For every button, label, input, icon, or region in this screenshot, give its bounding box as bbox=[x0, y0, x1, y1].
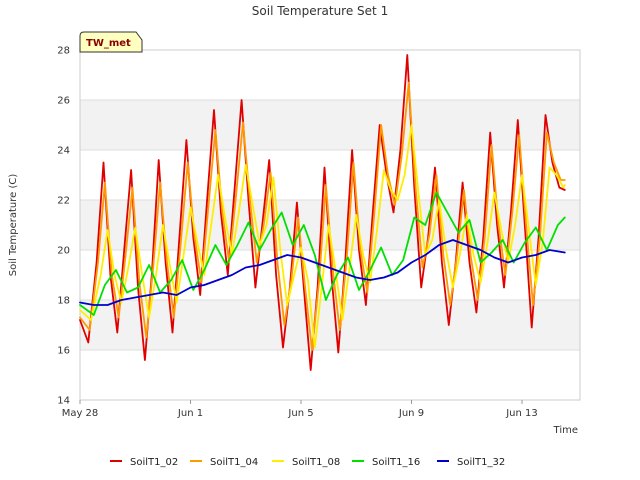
legend: SoilT1_02 SoilT1_04 SoilT1_08 SoilT1_16 Soil… bbox=[110, 457, 505, 468]
series-line-soilt1-32 bbox=[79, 239, 566, 306]
y-tick-label: 24 bbox=[57, 146, 70, 157]
station-badge-box bbox=[79, 31, 143, 53]
legend-label: SoilT1_16 bbox=[372, 457, 420, 468]
legend-label: SoilT1_32 bbox=[457, 457, 505, 468]
series-line-soilt1-16 bbox=[79, 191, 566, 316]
y-tick-label: 28 bbox=[57, 46, 70, 57]
station-badge: TW_met bbox=[79, 31, 143, 53]
x-tick-label: Jun 13 bbox=[505, 408, 538, 419]
y-tick-label: 18 bbox=[57, 296, 70, 307]
x-tick-label: Jun 9 bbox=[398, 408, 424, 419]
y-tick-label: 26 bbox=[57, 96, 70, 107]
x-tick-label: Jun 5 bbox=[287, 408, 313, 419]
y-tick-label: 20 bbox=[57, 246, 70, 257]
series-line-soilt1-08 bbox=[79, 124, 566, 349]
x-tick-label: May 28 bbox=[62, 408, 99, 419]
station-badge-label: TW_met bbox=[86, 38, 131, 49]
x-tick-label: Jun 1 bbox=[177, 408, 203, 419]
plot-frame bbox=[79, 49, 581, 401]
legend-label: SoilT1_04 bbox=[210, 457, 258, 468]
legend-label: SoilT1_02 bbox=[130, 457, 178, 468]
plot-band bbox=[80, 100, 580, 150]
y-axis: 14 16 18 20 22 24 26 28 bbox=[57, 46, 70, 407]
plot-band bbox=[80, 300, 580, 350]
chart-title: Soil Temperature Set 1 bbox=[252, 4, 388, 18]
y-tick-label: 22 bbox=[57, 196, 70, 207]
legend-label: SoilT1_08 bbox=[292, 457, 340, 468]
y-axis-title: Soil Temperature (C) bbox=[8, 174, 19, 277]
x-axis: May 28 Jun 1 Jun 5 Jun 9 Jun 13 bbox=[62, 400, 538, 419]
series-lines bbox=[79, 54, 566, 371]
y-tick-label: 16 bbox=[57, 346, 70, 357]
y-tick-label: 14 bbox=[57, 396, 70, 407]
x-axis-title: Time bbox=[553, 425, 578, 436]
